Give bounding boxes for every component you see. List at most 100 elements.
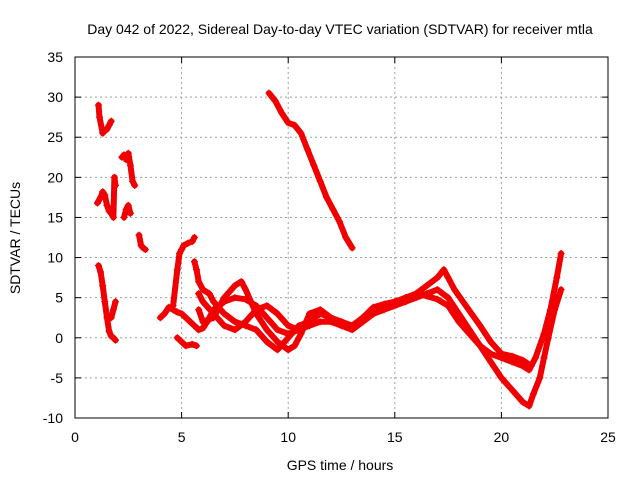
x-tick-label: 25 <box>600 429 616 445</box>
x-axis-title: GPS time / hours <box>287 457 394 473</box>
data-point <box>284 334 292 342</box>
series-sat-a-early <box>94 262 120 344</box>
y-tick-label: 0 <box>55 330 63 346</box>
data-point <box>391 298 399 306</box>
grid-layer <box>75 57 608 418</box>
data-point <box>540 330 548 338</box>
data-point <box>252 306 260 314</box>
series-trace <box>402 266 535 369</box>
data-point <box>327 314 335 322</box>
data-point <box>444 302 452 310</box>
data-point <box>199 286 207 294</box>
data-point <box>303 145 311 153</box>
data-point <box>348 322 356 330</box>
data-point <box>487 350 495 358</box>
data-point <box>348 244 356 252</box>
data-point <box>188 340 196 348</box>
data-point <box>359 314 367 322</box>
data-point <box>310 161 318 169</box>
data-point <box>529 390 537 398</box>
data-point <box>178 310 186 318</box>
series-sat-m <box>195 290 303 334</box>
data-point <box>316 318 324 326</box>
data-point <box>173 308 181 316</box>
data-point <box>180 242 188 250</box>
series-sat-b-early <box>94 101 115 137</box>
data-point <box>536 374 544 382</box>
data-point <box>487 338 495 346</box>
x-tick-label: 15 <box>387 429 403 445</box>
data-point <box>161 310 169 318</box>
data-point <box>124 201 132 209</box>
series-trace <box>266 90 356 251</box>
data-point <box>468 310 476 318</box>
data-point <box>557 250 565 258</box>
data-point <box>107 117 115 125</box>
data-point <box>195 306 203 314</box>
x-tick-label: 10 <box>280 429 296 445</box>
data-point <box>338 318 345 326</box>
data-point <box>553 274 561 282</box>
data-point <box>112 181 120 189</box>
y-axis-title: SDTVAR / TECUs <box>7 182 23 294</box>
data-point <box>532 354 540 362</box>
data-point <box>220 294 228 302</box>
series-sat-g-early <box>107 298 120 322</box>
series-trace <box>121 202 134 221</box>
data-point <box>380 300 388 308</box>
data-point <box>205 290 213 298</box>
data-point <box>199 318 207 326</box>
y-tick-label: -10 <box>43 410 63 426</box>
data-point <box>263 302 271 310</box>
data-point <box>210 298 218 306</box>
data-point <box>497 350 505 358</box>
data-point <box>540 354 548 362</box>
data-point <box>94 101 102 109</box>
data-point <box>401 298 409 306</box>
data-point <box>291 342 299 350</box>
data-point <box>284 119 292 127</box>
data-point <box>103 125 111 133</box>
data-point <box>284 346 292 354</box>
data-point <box>263 314 271 322</box>
data-point <box>433 274 441 282</box>
data-point <box>274 326 282 334</box>
data-point <box>97 193 105 201</box>
data-point <box>120 151 128 159</box>
series-sat-n <box>265 89 356 252</box>
data-point <box>231 282 239 290</box>
series-trace <box>195 278 356 353</box>
data-point <box>120 213 128 221</box>
data-point <box>112 336 120 344</box>
data-point <box>94 262 102 270</box>
data-point <box>295 326 303 334</box>
y-tick-label: 30 <box>47 89 63 105</box>
data-point <box>188 238 196 246</box>
data-point <box>423 292 431 300</box>
series-trace <box>136 232 149 253</box>
series-sat-d-early <box>118 149 139 189</box>
data-point <box>107 209 115 217</box>
y-tick-label: 15 <box>47 209 63 225</box>
data-point <box>190 258 198 266</box>
data-point <box>109 306 117 314</box>
data-point <box>96 113 104 121</box>
series-sat-i <box>169 234 198 310</box>
data-point <box>195 290 203 298</box>
data-point <box>335 217 343 225</box>
data-point <box>546 306 554 314</box>
data-point <box>109 213 117 221</box>
data-point <box>173 266 181 274</box>
data-point <box>195 326 203 334</box>
data-point <box>101 298 109 306</box>
plot-frame <box>74 56 609 419</box>
x-tick-label: 0 <box>71 429 79 445</box>
series-sat-o <box>401 266 535 370</box>
data-point <box>110 173 118 181</box>
data-point <box>527 362 535 370</box>
data-point <box>178 246 186 254</box>
y-tick-label: 10 <box>47 250 63 266</box>
data-point <box>519 398 527 406</box>
data-point <box>175 250 183 258</box>
